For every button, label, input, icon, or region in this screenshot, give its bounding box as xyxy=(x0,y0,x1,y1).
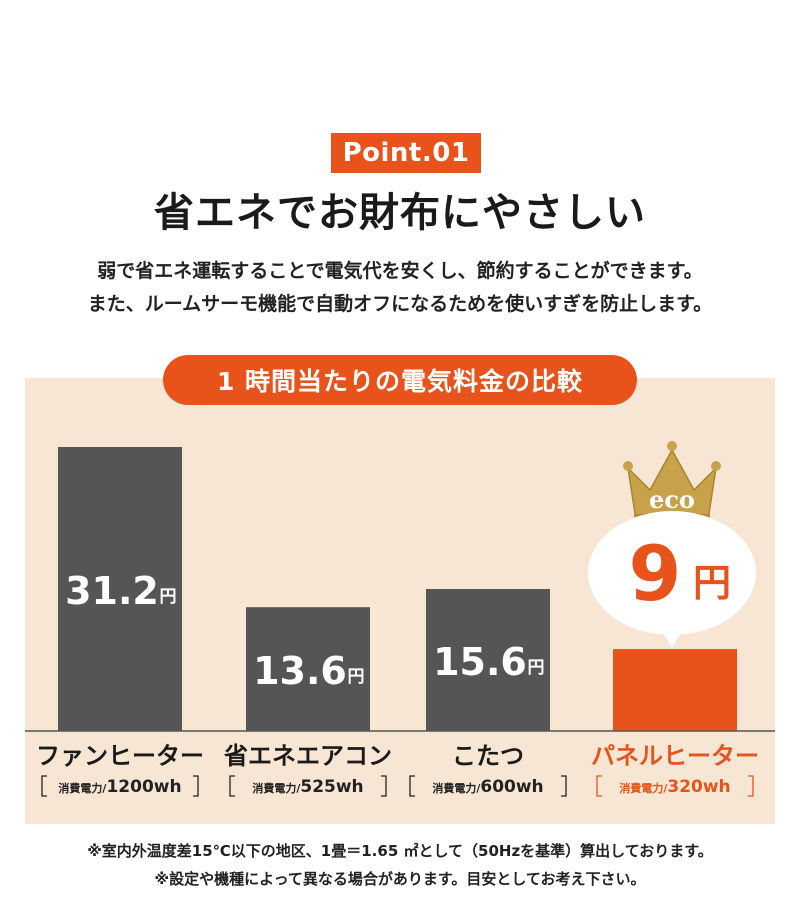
comparison-title: 1 時間当たりの電気料金の比較 xyxy=(163,355,637,405)
highlight-unit: 円 xyxy=(693,561,731,605)
bar-3 xyxy=(613,649,737,731)
footnote-2: ※設定や機種によって異なる場合があります。目安としてお考え下さい。 xyxy=(154,870,646,888)
bar-value-unit-0: 円 xyxy=(160,587,177,607)
category-label-1: 省エネエアコン xyxy=(223,742,392,770)
power-label-2: 消費電力/600wh xyxy=(432,777,543,797)
bar-2 xyxy=(426,589,550,731)
description-line-1: 弱で省エネ運転することで電気代を安くし、節約することができます。 xyxy=(97,260,703,282)
power-bracket-right-2 xyxy=(561,775,567,797)
power-bracket-left-3 xyxy=(596,775,602,797)
bar-value-label-0: 31.2 xyxy=(65,569,159,613)
highlight-value: 9 xyxy=(629,529,682,618)
power-bracket-right-3 xyxy=(748,775,754,797)
footnote-1: ※室内外温度差15℃以下の地区、1畳＝1.65 ㎡として（50Hzを基準）算出し… xyxy=(87,842,713,860)
eco-label: eco xyxy=(649,485,695,514)
description-line-2: また、ルームサーモ機能で自動オフになるためを使いすぎを防止します。 xyxy=(87,293,713,315)
power-bracket-right-1 xyxy=(381,775,387,797)
power-bracket-left-2 xyxy=(409,775,415,797)
bar-value-label-1: 13.6 xyxy=(253,649,347,693)
bar-value-label-2: 15.6 xyxy=(433,640,527,684)
power-bracket-left-0 xyxy=(41,775,47,797)
point-badge: Point.01 xyxy=(331,133,481,173)
power-bracket-right-0 xyxy=(193,775,199,797)
category-label-0: ファンヒーター xyxy=(36,742,204,770)
category-label-2: こたつ xyxy=(452,742,524,770)
power-label-0: 消費電力/1200wh xyxy=(58,777,181,797)
power-label-1: 消費電力/525wh xyxy=(252,777,363,797)
category-label-3: パネルヒーター xyxy=(591,742,759,770)
page-title: 省エネでお財布にやさしい xyxy=(154,190,646,236)
bar-value-unit-2: 円 xyxy=(528,658,545,678)
power-bracket-left-1 xyxy=(229,775,235,797)
bar-1 xyxy=(246,607,370,731)
bar-0 xyxy=(58,447,182,731)
bar-value-unit-1: 円 xyxy=(348,667,365,687)
power-label-3: 消費電力/320wh xyxy=(619,777,730,797)
highlight-bubble: 9 円 xyxy=(588,511,756,648)
